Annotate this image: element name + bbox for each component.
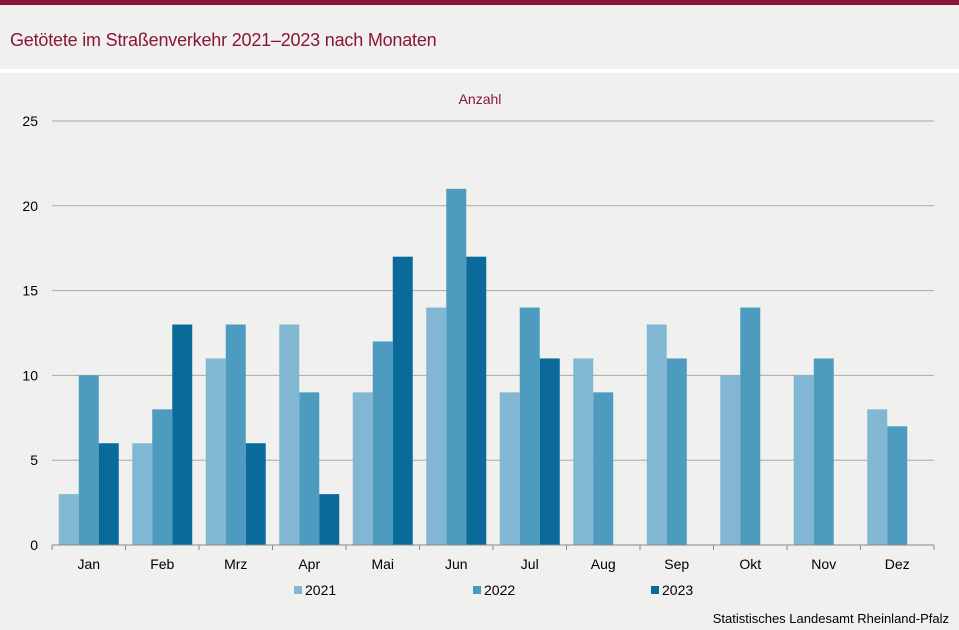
y-tick-label: 5	[30, 452, 38, 468]
y-tick-label: 25	[22, 113, 38, 129]
x-tick-label: Jun	[445, 556, 468, 572]
chart-title: Getötete im Straßenverkehr 2021–2023 nac…	[10, 30, 437, 50]
bar-2021-aug	[573, 358, 594, 545]
bar-2022-feb	[152, 409, 173, 545]
bar-2021-nov	[793, 375, 814, 545]
bar-2021-feb	[132, 443, 153, 545]
x-tick-label: Nov	[811, 556, 836, 572]
bar-2022-apr	[299, 392, 320, 545]
bar-2023-feb	[172, 324, 193, 545]
source-note: Statistisches Landesamt Rheinland-Pfalz	[712, 611, 949, 626]
bar-2023-mai	[392, 256, 413, 545]
legend-label-2023: 2023	[662, 582, 693, 598]
bar-2023-jan	[98, 443, 119, 545]
x-tick-label: Mrz	[224, 556, 247, 572]
chart-header: Getötete im Straßenverkehr 2021–2023 nac…	[0, 5, 959, 73]
legend-label-2022: 2022	[484, 582, 515, 598]
x-tick-label: Sep	[664, 556, 689, 572]
bar-2022-okt	[740, 307, 761, 545]
bar-2021-jul	[499, 392, 520, 545]
y-tick-label: 0	[30, 537, 38, 553]
x-tick-label: Aug	[591, 556, 616, 572]
bar-2021-dez	[867, 409, 888, 545]
bar-2022-mai	[372, 341, 393, 545]
x-tick-label: Okt	[739, 556, 761, 572]
bar-2022-sep	[666, 358, 687, 545]
bar-2022-mrz	[225, 324, 246, 545]
y-tick-label: 15	[22, 283, 38, 299]
bar-2021-apr	[279, 324, 300, 545]
bar-2023-apr	[319, 494, 340, 545]
x-tick-label: Mai	[371, 556, 394, 572]
bar-2022-jun	[446, 188, 467, 545]
bar-2022-jan	[78, 375, 99, 545]
x-tick-label: Apr	[298, 556, 320, 572]
x-tick-label: Jan	[77, 556, 100, 572]
bar-2022-aug	[593, 392, 614, 545]
legend-swatch-2021	[294, 586, 302, 594]
x-tick-label: Jul	[521, 556, 539, 572]
y-axis-label: Anzahl	[459, 91, 502, 107]
bar-2022-dez	[887, 426, 908, 545]
bar-2023-jun	[466, 256, 487, 545]
x-tick-label: Dez	[885, 556, 910, 572]
top-accent-bar	[0, 0, 959, 5]
legend-swatch-2022	[473, 586, 481, 594]
bar-2022-jul	[519, 307, 540, 545]
bar-2021-jan	[58, 494, 79, 545]
bar-2023-jul	[539, 358, 560, 545]
legend-label-2021: 2021	[305, 582, 336, 598]
y-tick-label: 20	[22, 198, 38, 214]
bar-2021-mai	[352, 392, 373, 545]
bar-2021-mrz	[205, 358, 226, 545]
legend-swatch-2023	[651, 586, 659, 594]
bar-2021-jun	[426, 307, 447, 545]
y-tick-label: 10	[22, 367, 38, 383]
bar-2021-sep	[646, 324, 667, 545]
bar-2022-nov	[813, 358, 834, 545]
bar-2023-mrz	[245, 443, 266, 545]
x-tick-label: Feb	[150, 556, 174, 572]
bar-2021-okt	[720, 375, 741, 545]
